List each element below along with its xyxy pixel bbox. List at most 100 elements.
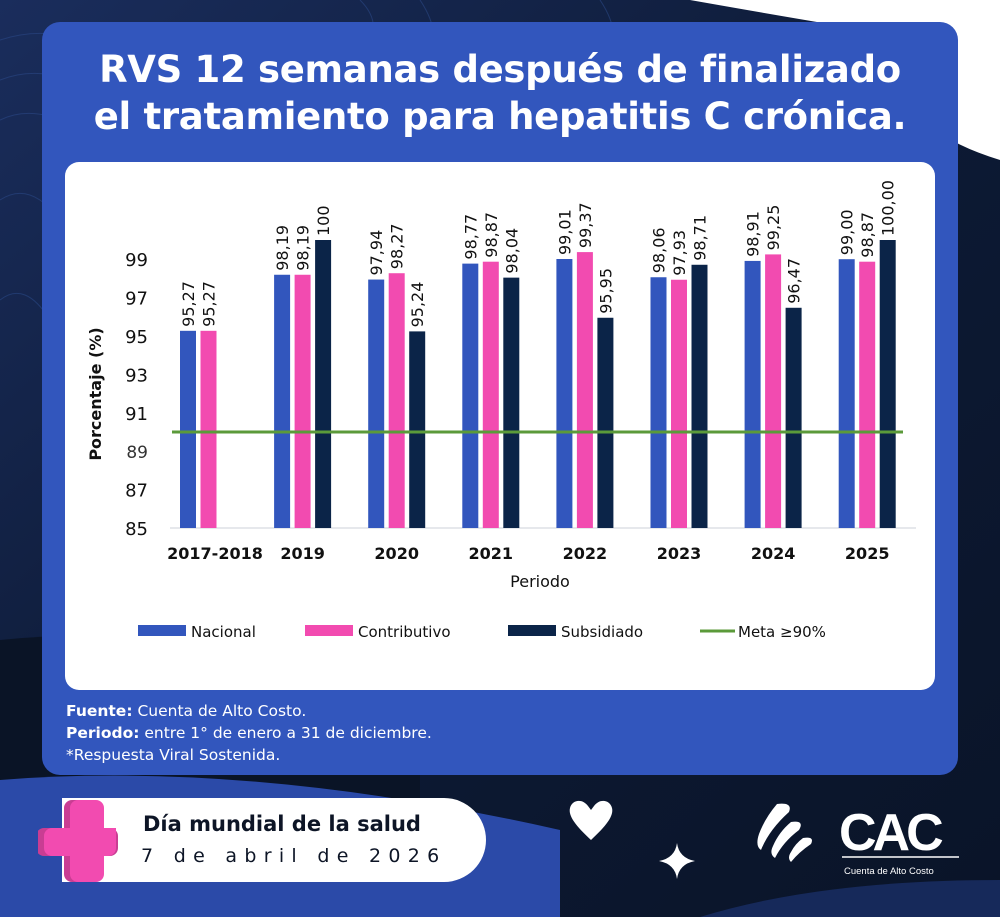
bar-subsidiado-2021 [503,277,520,528]
bar-value-label: 98,19 [294,225,313,271]
legend-label-contributivo: Contributivo [358,623,451,641]
y-tick-label: 95 [125,327,148,348]
cac-logo: CAC [757,803,959,862]
bar-subsidiado-2024 [785,307,802,528]
source-notes: Fuente: Cuenta de Alto Costo. Periodo: e… [66,700,432,766]
background-bottom-wave [700,880,1000,917]
bar-value-label: 99,37 [576,202,595,248]
bar-value-label: 98,19 [273,225,292,271]
x-tick-label: 2022 [563,544,608,563]
legend-swatch-subsidiado [508,625,556,636]
bar-value-label: 97,94 [367,230,386,276]
bars-group [180,240,896,528]
page-title: RVS 12 semanas después de finalizado el … [42,46,958,140]
bar-value-label: 98,87 [482,212,501,258]
y-tick-label: 99 [125,250,148,271]
logo-wordmark: CAC [839,804,943,862]
x-tick-label: 2017-2018 [167,544,263,563]
legend-item-nacional[interactable]: Nacional [138,623,256,641]
bar-contributivo-2020 [388,273,405,528]
bar-nacional-2017-2018 [180,330,196,528]
legend-item-contributivo[interactable]: Contributivo [305,623,451,641]
bar-subsidiado-2023 [691,264,708,528]
legend: Nacional Contributivo Subsidiado Meta ≥9… [138,623,826,641]
bar-value-label: 98,27 [388,223,407,269]
badge-title: Día mundial de la salud [143,812,421,836]
source-text: Cuenta de Alto Costo. [132,702,307,720]
bar-nacional-2020 [368,279,385,528]
bar-value-label: 99,00 [838,209,857,255]
bar-value-label: 95,24 [408,282,427,328]
bar-subsidiado-2019 [315,240,332,528]
bar-value-label: 98,04 [502,228,521,274]
bar-nacional-2021 [462,263,479,528]
bar-nacional-2024 [744,260,761,528]
y-tick-label: 91 [125,404,148,425]
legend-item-subsidiado[interactable]: Subsidiado [508,623,643,641]
y-tick-label: 87 [125,481,148,502]
y-tick-label: 97 [125,289,148,310]
bar-value-label: 98,06 [650,227,669,273]
x-tick-label: 2020 [374,544,419,563]
source-label: Fuente: [66,702,133,720]
bar-value-label: 95,95 [596,268,615,314]
period-text: entre 1° de enero a 31 de diciembre. [139,724,432,742]
bar-contributivo-2019 [294,274,311,528]
plus-icon [38,800,118,882]
legend-label-meta: Meta ≥90% [738,623,826,641]
x-tick-label: 2021 [469,544,514,563]
bar-nacional-2023 [650,277,667,528]
period-line: Periodo: entre 1° de enero a 31 de dicie… [66,722,432,744]
bar-value-label: 98,91 [744,211,763,257]
bar-nacional-2019 [274,274,291,528]
y-tick-label: 93 [125,365,148,386]
bar-value-label: 98,87 [858,212,877,258]
legend-swatch-contributivo [305,625,353,636]
bar-nacional-2025 [838,259,855,528]
bar-value-label: 95,27 [179,281,198,327]
bar-value-label: 100 [314,205,333,236]
bar-value-label: 99,01 [555,209,574,255]
legend-swatch-nacional [138,625,186,636]
y-axis-ticks: 85 87 89 91 93 95 97 99 [125,250,148,540]
logo-subtitle: Cuenta de Alto Costo [844,866,934,877]
bar-value-label: 96,47 [785,258,804,304]
bar-contributivo-2025 [859,261,876,528]
bar-nacional-2022 [556,259,573,528]
bar-subsidiado-2020 [409,331,426,528]
bar-contributivo-2021 [482,261,499,528]
bar-value-label: 99,25 [764,205,783,251]
bar-value-label: 98,71 [691,215,710,261]
x-tick-label: 2024 [751,544,796,563]
logo-swoosh-icon [757,803,812,862]
bar-subsidiado-2022 [597,317,614,528]
bar-value-label: 98,77 [461,214,480,260]
y-tick-label: 85 [125,519,148,540]
bar-contributivo-2023 [671,279,687,528]
badge-date: 7 de abril de 2026 [141,845,447,867]
title-line-2: el tratamiento para hepatitis C crónica. [93,95,907,138]
sparkle-icon [659,843,695,879]
bar-contributivo-2017-2018 [200,330,217,528]
event-badge [62,798,486,882]
period-label: Periodo: [66,724,140,742]
x-axis-ticks: 2017-2018 2019 2020 2021 2022 2023 2024 2025 [167,544,889,563]
x-tick-label: 2023 [657,544,702,563]
bar-value-label: 100,00 [879,180,898,236]
bar-value-label: 95,27 [200,281,219,327]
source-line: Fuente: Cuenta de Alto Costo. [66,700,432,722]
legend-item-meta[interactable]: Meta ≥90% [700,623,826,641]
bar-contributivo-2022 [576,252,593,528]
x-axis-title: Periodo [510,572,570,591]
y-axis-title: Porcentaje (%) [86,327,105,460]
bar-contributivo-2024 [765,254,782,528]
x-tick-label: 2019 [280,544,325,563]
bar-subsidiado-2025 [879,240,896,528]
y-tick-label: 89 [126,443,148,463]
legend-label-nacional: Nacional [191,623,256,641]
bar-value-label: 97,93 [670,230,689,276]
footnote: *Respuesta Viral Sostenida. [66,746,281,764]
x-tick-label: 2025 [845,544,890,563]
